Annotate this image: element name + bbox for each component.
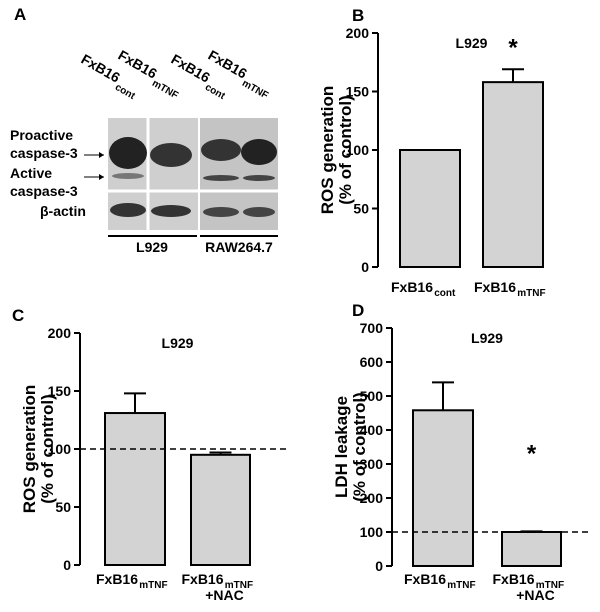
x-tick-label: FxB16 (404, 571, 446, 587)
y-tick-label: 100 (48, 441, 72, 457)
bar (412, 409, 474, 567)
x-tick-label: FxB16 (181, 571, 223, 587)
x-tick-suffix: +NAC (205, 587, 244, 603)
x-tick-subscript: mTNF (536, 580, 564, 591)
panel-label: B (352, 6, 364, 25)
panel-label: A (14, 5, 26, 24)
y-tick-label: 0 (375, 558, 383, 574)
band (243, 175, 275, 181)
band (243, 207, 275, 217)
y-axis-label: (% of control) (350, 392, 369, 502)
y-axis-label: (% of control) (38, 394, 57, 504)
arrow-head (99, 174, 104, 180)
x-tick-subscript: mTNF (225, 580, 253, 591)
band (150, 143, 192, 167)
x-tick-label: FxB16 (391, 279, 433, 295)
annotation: * (527, 440, 537, 467)
x-tick-suffix: +NAC (516, 587, 555, 603)
y-axis-label: LDH leakage (332, 396, 351, 498)
error-bar (209, 451, 232, 455)
y-tick-label: 50 (55, 499, 71, 515)
x-tick-label: FxB16 (492, 571, 534, 587)
y-tick-label: 100 (346, 142, 370, 158)
panel-label: D (352, 301, 364, 320)
y-tick-label: 50 (353, 201, 369, 217)
band (110, 203, 146, 217)
lane-subscript: cont (113, 82, 137, 102)
y-tick-label: 200 (360, 490, 384, 506)
bar (482, 81, 544, 268)
chart-title: L929 (471, 330, 503, 346)
band (109, 137, 147, 169)
band (151, 205, 191, 217)
x-tick-subscript: cont (434, 288, 456, 299)
panel-label: C (12, 306, 24, 325)
row-label: β-actin (40, 203, 86, 219)
y-tick-label: 500 (360, 388, 384, 404)
y-tick-label: 200 (346, 25, 370, 41)
blot-panel: A Proactive caspase-3 Active caspase-3 β… (10, 5, 278, 255)
bar (501, 531, 562, 567)
x-tick-label: FxB16 (96, 571, 138, 587)
row-label: caspase-3 (10, 145, 78, 161)
chart-title: L929 (162, 335, 194, 351)
y-tick-label: 0 (63, 557, 71, 573)
bar (104, 412, 166, 567)
lane-name: FxB16 (206, 47, 251, 82)
lane-name: FxB16 (169, 51, 214, 86)
row-label: Proactive (10, 127, 73, 143)
y-tick-label: 150 (346, 84, 370, 100)
y-tick-label: 400 (360, 422, 384, 438)
annotation: * (508, 34, 518, 61)
band (112, 173, 144, 179)
band (203, 175, 239, 181)
error-bar (124, 392, 146, 414)
x-tick-subscript: mTNF (447, 580, 475, 591)
lane-subscript: mTNF (240, 78, 270, 102)
y-tick-label: 200 (48, 325, 72, 341)
x-tick-subscript: mTNF (517, 288, 545, 299)
band (241, 139, 277, 165)
y-tick-label: 600 (360, 354, 384, 370)
arrow-head (99, 152, 104, 158)
error-bar (432, 381, 454, 411)
bar (190, 453, 251, 566)
y-tick-label: 300 (360, 456, 384, 472)
band (201, 139, 241, 161)
band (203, 207, 239, 217)
y-axis-label: (% of control) (336, 95, 355, 205)
lane-name: FxB16 (79, 51, 124, 86)
lane-subscript: cont (203, 82, 227, 102)
x-tick-subscript: mTNF (139, 580, 167, 591)
y-tick-label: 150 (48, 383, 72, 399)
y-axis-label: ROS generation (20, 385, 39, 513)
row-label: caspase-3 (10, 183, 78, 199)
group-label: L929 (136, 239, 168, 255)
y-axis-label: ROS generation (318, 86, 337, 214)
x-tick-label: FxB16 (474, 279, 516, 295)
bar (399, 149, 461, 268)
error-bar (502, 68, 524, 83)
lane-name: FxB16 (116, 47, 161, 82)
group-label: RAW264.7 (205, 239, 273, 255)
y-tick-label: 700 (360, 320, 384, 336)
y-tick-label: 0 (361, 259, 369, 275)
chart-title: L929 (456, 35, 488, 51)
y-tick-label: 100 (360, 524, 384, 540)
row-label: Active (10, 165, 52, 181)
lane-subscript: mTNF (150, 78, 180, 102)
